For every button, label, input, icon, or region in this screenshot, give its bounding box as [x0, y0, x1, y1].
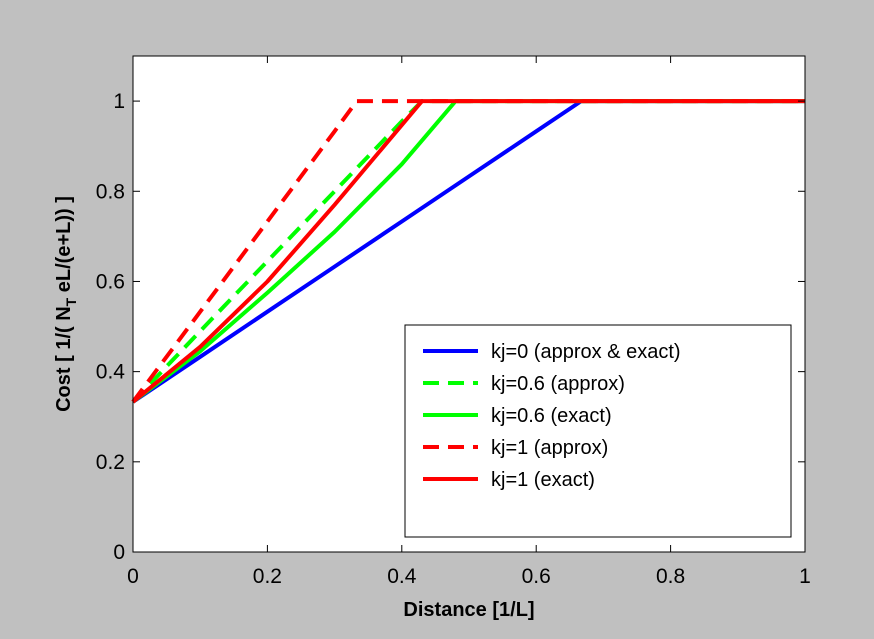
legend-label: kj=1 (approx) [491, 437, 608, 459]
x-tick-label: 0.2 [253, 565, 282, 588]
y-tick-label: 0.8 [96, 180, 125, 203]
y-axis-label: Cost [ 1/( NT eL/(e+L)) ] [53, 196, 79, 412]
y-tick-label: 0 [113, 541, 125, 564]
x-axis-label: Distance [1/L] [403, 599, 534, 621]
y-tick-label: 1 [113, 90, 125, 113]
x-tick-label: 1 [799, 565, 811, 588]
x-tick-label: 0 [127, 565, 139, 588]
legend-label: kj=0.6 (approx) [491, 373, 625, 395]
series-line [131, 99, 805, 403]
x-tick-label: 0.6 [522, 565, 551, 588]
x-tick-label: 0.8 [656, 565, 685, 588]
legend: kj=0 (approx & exact) kj=0.6 (approx) kj=0… [404, 324, 792, 538]
legend-label: kj=0 (approx & exact) [491, 341, 681, 363]
series-line [131, 99, 805, 404]
y-tick-label: 0.6 [96, 270, 125, 293]
y-tick-label: 0.2 [96, 451, 125, 474]
legend-box [404, 324, 792, 538]
plot-frame [132, 55, 806, 553]
legend-label: kj=0.6 (exact) [491, 405, 612, 427]
x-tick-label: 0.4 [387, 565, 417, 588]
y-tick-label: 0.4 [96, 361, 126, 384]
legend-label: kj=1 (exact) [491, 469, 595, 491]
